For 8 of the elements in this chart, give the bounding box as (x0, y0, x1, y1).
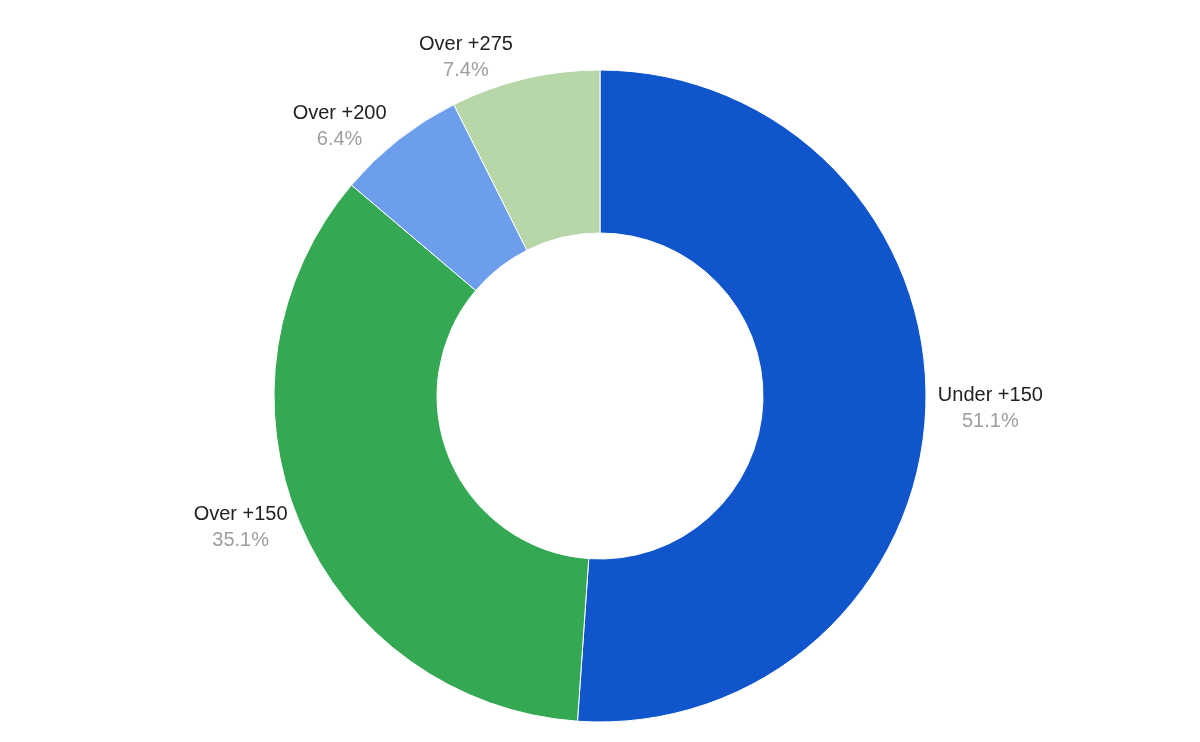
data-label: 7.4% (443, 58, 489, 81)
slice-label: Over +275 (418, 32, 513, 55)
data-label: 35.1% (212, 528, 270, 551)
slice-label: Over +200 (292, 100, 387, 123)
slice-label: Over +150 (193, 502, 288, 525)
data-label: 6.4% (316, 126, 363, 149)
data-label: 51.1% (961, 409, 1019, 432)
slice-label: Under +150 (937, 383, 1043, 406)
